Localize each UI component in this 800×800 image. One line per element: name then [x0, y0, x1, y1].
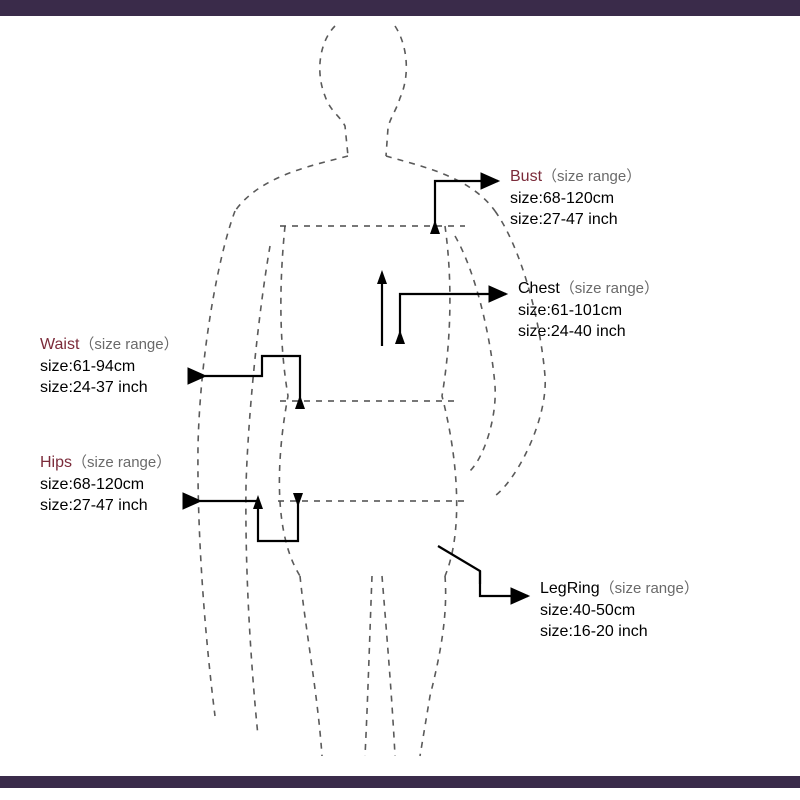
- chest-inch: size:24-40 inch: [518, 321, 659, 343]
- bust-label: Bust（size range） size:68-120cm size:27-4…: [510, 166, 641, 231]
- hips-paren: （size range）: [72, 454, 171, 471]
- legring-title: LegRing: [540, 580, 600, 597]
- figure-canvas: Bust（size range） size:68-120cm size:27-4…: [0, 16, 800, 776]
- chest-paren: （size range）: [560, 280, 659, 297]
- bust-inch: size:27-47 inch: [510, 209, 641, 231]
- waist-paren: （size range）: [79, 336, 178, 353]
- bottom-accent-bar: [0, 776, 800, 788]
- legring-label: LegRing（size range） size:40-50cm size:16…: [540, 578, 699, 643]
- waist-title: Waist: [40, 336, 79, 353]
- measurement-lines: [278, 226, 468, 501]
- bust-cm: size:68-120cm: [510, 188, 641, 210]
- hips-title: Hips: [40, 454, 72, 471]
- body-silhouette: [198, 26, 545, 756]
- waist-cm: size:61-94cm: [40, 356, 179, 378]
- hips-label: Hips（size range） size:68-120cm size:27-4…: [40, 452, 171, 517]
- hips-cm: size:68-120cm: [40, 474, 171, 496]
- waist-inch: size:24-37 inch: [40, 377, 179, 399]
- legring-cm: size:40-50cm: [540, 600, 699, 622]
- chest-title: Chest: [518, 280, 560, 297]
- bust-title: Bust: [510, 168, 542, 185]
- legring-paren: （size range）: [600, 580, 699, 597]
- legring-inch: size:16-20 inch: [540, 621, 699, 643]
- bust-paren: （size range）: [542, 168, 641, 185]
- top-accent-bar: [0, 0, 800, 16]
- chest-cm: size:61-101cm: [518, 300, 659, 322]
- hips-inch: size:27-47 inch: [40, 495, 171, 517]
- chest-label: Chest（size range） size:61-101cm size:24-…: [518, 278, 659, 343]
- leader-arrows: [200, 181, 528, 596]
- waist-label: Waist（size range） size:61-94cm size:24-3…: [40, 334, 179, 399]
